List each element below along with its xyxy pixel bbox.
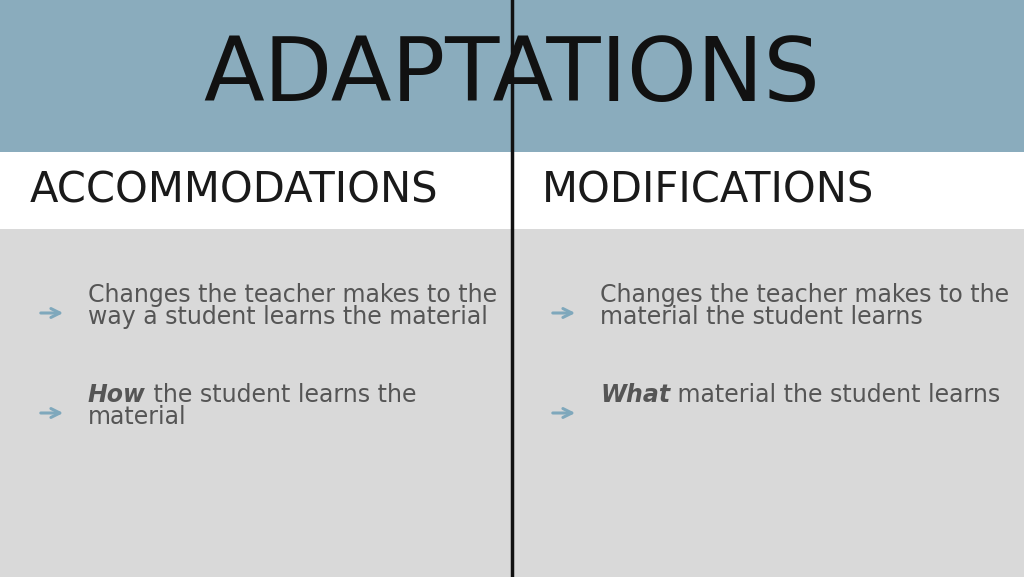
- Text: How: How: [88, 383, 145, 407]
- Text: material the student learns: material the student learns: [600, 305, 923, 329]
- Text: What: What: [600, 383, 670, 407]
- Text: material the student learns: material the student learns: [670, 383, 1000, 407]
- Bar: [0, 229, 512, 577]
- Text: Changes the teacher makes to the: Changes the teacher makes to the: [600, 283, 1009, 307]
- Text: Changes the teacher makes to the: Changes the teacher makes to the: [88, 283, 497, 307]
- Text: MODIFICATIONS: MODIFICATIONS: [542, 170, 874, 212]
- Text: way a student learns the material: way a student learns the material: [88, 305, 487, 329]
- Text: ADAPTATIONS: ADAPTATIONS: [204, 32, 820, 119]
- Bar: [0, 152, 1024, 229]
- Bar: [0, 0, 1024, 152]
- Bar: [512, 229, 1024, 577]
- Text: material: material: [88, 405, 186, 429]
- Text: ACCOMMODATIONS: ACCOMMODATIONS: [30, 170, 438, 212]
- Text: the student learns the: the student learns the: [145, 383, 417, 407]
